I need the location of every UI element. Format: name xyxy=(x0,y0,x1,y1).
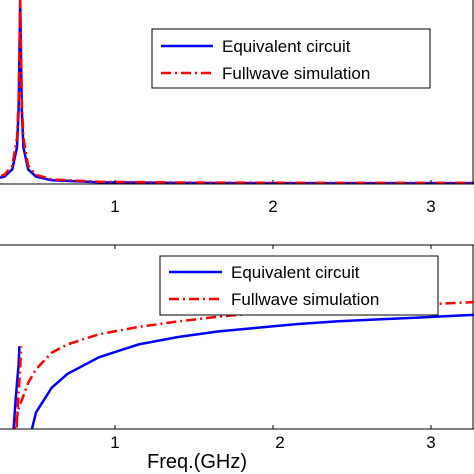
bottom-series-equivalent-circuit xyxy=(12,313,474,429)
top-legend-label-fullwave-simulation: Fullwave simulation xyxy=(222,64,370,83)
top-axes: 1 2 3 xyxy=(0,0,474,216)
bottom-series-layer xyxy=(12,300,474,429)
top-panel: 1 2 3 Equivalent circuit Fullwave simula… xyxy=(0,0,474,216)
top-tick-label-2: 2 xyxy=(268,197,277,216)
top-legend-label-equivalent-circuit: Equivalent circuit xyxy=(222,37,351,56)
bottom-tick-label-2: 2 xyxy=(275,433,284,452)
top-series-fullwave-simulation xyxy=(0,0,474,184)
top-tick-label-1: 1 xyxy=(110,197,119,216)
bottom-legend-label-fullwave-simulation: Fullwave simulation xyxy=(231,290,379,309)
top-tick-label-3: 3 xyxy=(426,197,435,216)
bottom-tick-label-1: 1 xyxy=(110,433,119,452)
bottom-axes: 1 2 3 Freq.(GHz) xyxy=(0,425,474,473)
bottom-legend-box xyxy=(159,255,439,316)
top-series-equivalent-circuit xyxy=(0,0,474,184)
bottom-x-axis-label: Freq.(GHz) xyxy=(147,451,247,473)
top-legend: Equivalent circuit Fullwave simulation xyxy=(151,28,431,89)
bottom-panel: 1 2 3 Freq.(GHz) Equivalent circuit Full… xyxy=(0,244,474,473)
bottom-legend: Equivalent circuit Fullwave simulation xyxy=(159,255,439,316)
top-series-layer xyxy=(0,0,474,184)
bottom-tick-label-3: 3 xyxy=(426,433,435,452)
bottom-series-fullwave-simulation xyxy=(13,300,474,429)
top-legend-box xyxy=(151,28,431,89)
bottom-legend-label-equivalent-circuit: Equivalent circuit xyxy=(231,263,360,282)
